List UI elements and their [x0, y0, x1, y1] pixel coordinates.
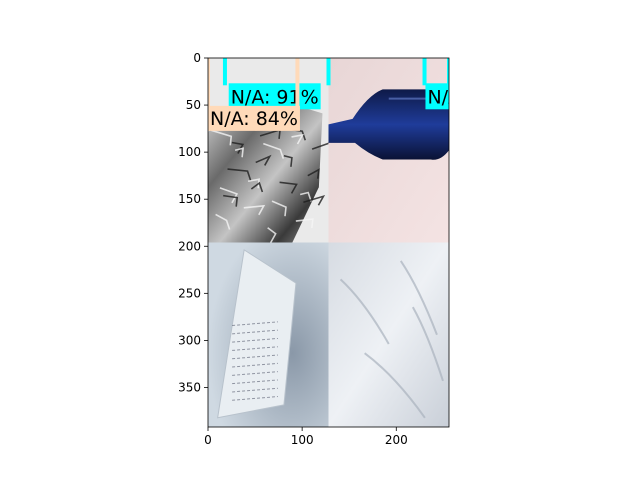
detection-2: N/A: 84%	[208, 58, 300, 131]
handwritten-paper-sheet-tile	[208, 242, 329, 427]
axes-frame	[207, 57, 450, 428]
y-tick-label: 50	[186, 98, 201, 112]
detection-label: N/A: 91%	[231, 86, 319, 108]
detection-label-bg	[208, 105, 300, 131]
detection-label: N/A: 84%	[210, 108, 298, 130]
x-tick-label: 100	[291, 433, 314, 447]
y-tick-label: 0	[193, 51, 201, 65]
y-tick-label: 300	[178, 333, 201, 347]
y-tick-label: 250	[178, 286, 201, 300]
y-tick-label: 100	[178, 145, 201, 159]
detection-label-bg	[425, 83, 449, 110]
y-tick-label: 350	[178, 380, 201, 394]
detection-label-bg	[228, 83, 321, 110]
y-tick-label: 200	[178, 239, 201, 253]
detection-label: N/A	[427, 86, 461, 108]
detection-3: N/A	[422, 58, 461, 110]
x-tick-label: 200	[385, 433, 408, 447]
white-plastic-bag-tile	[328, 242, 449, 427]
y-tick-label: 150	[178, 192, 201, 206]
x-tick-label: 0	[204, 433, 212, 447]
